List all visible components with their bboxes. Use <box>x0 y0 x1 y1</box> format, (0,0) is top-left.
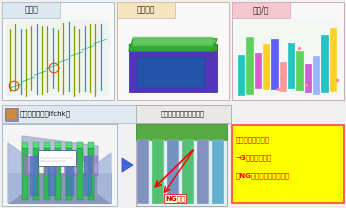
Bar <box>129 44 217 92</box>
Text: NG部は修正して再確認: NG部は修正して再確認 <box>236 173 290 179</box>
Bar <box>133 37 213 46</box>
Text: 干渉チェック〈ifchk〉: 干渉チェック〈ifchk〉 <box>20 111 71 117</box>
Bar <box>129 44 217 51</box>
Bar <box>55 142 61 148</box>
Bar <box>152 140 164 204</box>
Bar <box>232 2 290 18</box>
Bar <box>88 148 94 200</box>
Bar <box>288 43 295 89</box>
Bar <box>24 156 38 176</box>
Bar <box>117 2 175 18</box>
Bar <box>2 105 162 123</box>
Polygon shape <box>98 153 111 203</box>
Bar <box>137 57 205 88</box>
Bar <box>313 56 320 95</box>
Text: 部品/穴: 部品/穴 <box>253 5 270 15</box>
Bar <box>66 142 72 148</box>
Bar <box>33 148 39 200</box>
Bar <box>232 2 344 100</box>
Text: 【クリアランス不足部】: 【クリアランス不足部】 <box>161 111 205 117</box>
Text: 冷却穴: 冷却穴 <box>24 5 38 15</box>
Bar <box>246 37 254 95</box>
Bar <box>296 51 304 92</box>
Bar <box>305 64 312 93</box>
Bar <box>48 156 56 196</box>
Bar <box>2 124 117 206</box>
Bar <box>6 109 17 120</box>
Bar <box>136 124 227 206</box>
Bar <box>238 55 245 96</box>
Bar <box>30 156 38 196</box>
Bar <box>64 156 78 176</box>
Bar <box>6 20 110 96</box>
Bar <box>255 53 262 89</box>
Bar <box>263 44 270 90</box>
Bar <box>84 156 92 196</box>
Polygon shape <box>129 39 217 51</box>
Bar <box>77 142 83 148</box>
Text: NG箇所: NG箇所 <box>165 195 185 202</box>
Bar <box>117 2 229 100</box>
Bar <box>44 142 50 148</box>
Polygon shape <box>22 136 98 163</box>
Polygon shape <box>8 143 22 203</box>
Bar <box>2 2 114 100</box>
Bar <box>137 140 149 204</box>
Bar <box>271 40 279 90</box>
Bar <box>212 140 224 204</box>
Text: 製品形状: 製品形状 <box>137 5 155 15</box>
Bar <box>33 142 39 148</box>
Bar <box>84 156 98 176</box>
Bar <box>8 173 111 203</box>
Bar <box>88 142 94 148</box>
Bar <box>22 142 28 148</box>
Bar <box>136 124 227 140</box>
Bar <box>136 105 231 123</box>
Bar <box>5 108 18 121</box>
Bar <box>22 148 28 200</box>
Bar <box>38 150 76 166</box>
Bar <box>280 62 287 92</box>
Bar <box>167 140 179 204</box>
Text: →3デで確認実施: →3デで確認実施 <box>236 155 272 161</box>
Bar <box>44 156 58 176</box>
Text: 【干渉チェック】: 【干渉チェック】 <box>236 137 270 143</box>
Bar <box>66 156 74 196</box>
Bar <box>321 36 329 93</box>
Bar <box>182 140 194 204</box>
Bar <box>236 20 340 96</box>
Bar <box>66 148 72 200</box>
Bar <box>77 148 83 200</box>
Bar <box>330 28 337 92</box>
Bar <box>2 2 60 18</box>
Bar <box>232 125 344 203</box>
Polygon shape <box>122 158 133 172</box>
Bar <box>55 148 61 200</box>
Bar <box>44 148 50 200</box>
Bar <box>197 140 209 204</box>
